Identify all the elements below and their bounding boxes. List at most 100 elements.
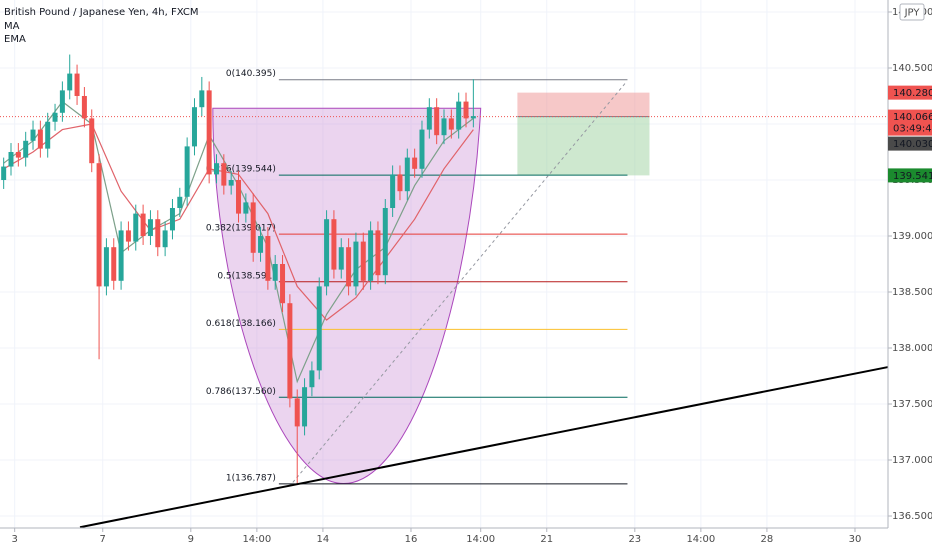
fib-label: 0.5(138.591) <box>217 271 276 281</box>
candle-body <box>448 118 454 130</box>
x-tick-label: 23 <box>628 534 641 545</box>
candle-body <box>111 247 117 281</box>
candle-body <box>30 129 36 141</box>
candle-body <box>382 207 388 276</box>
candle-body <box>155 219 161 248</box>
candle-body <box>89 118 95 164</box>
candle-body <box>147 219 153 236</box>
candle-body <box>8 151 14 167</box>
candle-body <box>280 264 286 304</box>
x-tick-label: 9 <box>188 534 194 545</box>
axes: 136.500 137.000 137.500 138.000 138.500 139.0… <box>11 7 932 545</box>
y-tick-label: 137.000 <box>892 455 932 466</box>
target-zone <box>517 116 650 176</box>
fib-label: 1(136.787) <box>226 473 276 483</box>
candle-body <box>169 207 175 231</box>
price-label-box <box>888 168 932 183</box>
candle-body <box>228 179 234 186</box>
candle-body <box>331 219 337 270</box>
trend-line <box>79 366 889 529</box>
candle-body <box>206 90 212 175</box>
candle-body <box>103 247 109 287</box>
price-label-box <box>888 85 932 100</box>
candle-body <box>162 230 168 248</box>
candle-body <box>250 202 256 253</box>
candle-body <box>272 264 278 281</box>
price-label: 140.280 <box>893 88 932 99</box>
currency-box[interactable] <box>899 3 925 21</box>
candle-body <box>52 112 58 122</box>
candle-body <box>338 247 344 270</box>
x-tick-label: 30 <box>849 534 862 545</box>
y-tick-label: 139.000 <box>892 231 932 242</box>
candle-body <box>67 73 73 91</box>
x-tick-label: 14:00 <box>466 534 495 545</box>
candle-body <box>324 219 330 287</box>
candle-body <box>243 202 249 214</box>
candle-body <box>1 166 7 180</box>
candle-body <box>37 129 43 149</box>
x-tick-label: 21 <box>540 534 553 545</box>
candle-body <box>74 73 80 96</box>
x-tick-label: 7 <box>100 534 106 545</box>
candle-body <box>294 398 300 427</box>
candle-body <box>81 95 87 119</box>
candle-body <box>375 230 381 276</box>
currency: JPY <box>904 8 921 19</box>
candle-body <box>353 241 359 287</box>
x-tick-label: 16 <box>405 534 418 545</box>
candle-body <box>316 286 322 371</box>
candle-body <box>346 247 352 287</box>
candle-body <box>184 146 190 197</box>
candle-body <box>404 157 410 192</box>
candle-body <box>390 174 396 208</box>
candle-body <box>258 235 264 253</box>
candle-body <box>463 101 469 119</box>
candle-body <box>287 303 293 399</box>
fib-label: 0(140.395) <box>226 69 276 79</box>
candle-body <box>397 174 403 192</box>
candle-body <box>140 213 146 236</box>
stop-zone <box>517 92 650 117</box>
candle-body <box>191 107 197 147</box>
candle-body <box>302 387 308 427</box>
price-label: 139.541 <box>893 171 932 182</box>
candle-body <box>15 151 21 158</box>
y-tick-label: 136.500 <box>892 511 932 522</box>
chart-title: British Pound / Japanese Yen, 4h, FXCM <box>4 7 198 18</box>
candle-body <box>23 140 29 158</box>
x-tick-label: 14:00 <box>242 534 271 545</box>
x-tick-label: 28 <box>761 534 774 545</box>
candle-body <box>419 129 425 169</box>
indicator-label[interactable]: MA <box>4 21 20 32</box>
plot-area: 0(140.395) 0.236(139.544) 0.382(139.017) 0.… <box>0 54 889 529</box>
indicator-label[interactable]: EMA <box>4 34 26 45</box>
y-tick-label: 140.500 <box>892 63 932 74</box>
candle-body <box>368 230 374 281</box>
price-timer: 03:49:45 <box>893 124 932 135</box>
price-label: 140.030 <box>893 139 932 150</box>
candle-body <box>426 107 432 130</box>
candle-body <box>360 241 366 281</box>
candle-body <box>177 196 183 208</box>
price-label-box <box>888 109 932 136</box>
y-tick-label: 138.500 <box>892 287 932 298</box>
y-tick-label: 138.000 <box>892 343 932 354</box>
candle-body <box>265 235 271 281</box>
fib-label: 0.786(137.560) <box>206 387 276 397</box>
grid <box>0 0 888 528</box>
candle-body <box>213 163 219 175</box>
x-tick-label: 14 <box>317 534 330 545</box>
candle-body <box>96 163 102 287</box>
candle-body <box>434 107 440 136</box>
candle-body <box>412 157 418 169</box>
x-tick-label: 3 <box>11 534 17 545</box>
candle-body <box>441 118 447 136</box>
candle-body <box>199 90 205 108</box>
projection-line <box>292 81 628 483</box>
candle-body <box>45 121 51 149</box>
fib-label: 0.236(139.544) <box>206 165 276 175</box>
candle-body <box>59 90 65 113</box>
price-label: 140.066 <box>893 112 932 123</box>
